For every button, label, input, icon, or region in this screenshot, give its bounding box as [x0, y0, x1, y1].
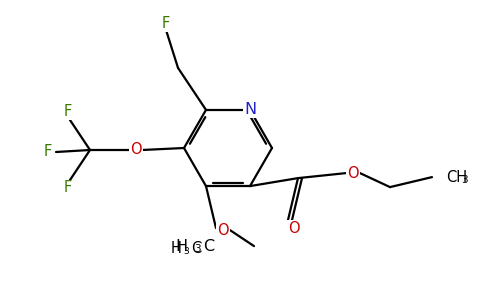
Text: F: F: [44, 145, 52, 160]
Text: 3: 3: [183, 247, 189, 256]
Text: F: F: [64, 104, 72, 119]
Text: 3: 3: [461, 175, 468, 185]
Text: C: C: [191, 241, 201, 256]
Text: F: F: [64, 181, 72, 196]
Text: H: H: [170, 241, 182, 256]
Text: C: C: [203, 238, 214, 253]
Text: CH: CH: [446, 169, 467, 184]
Text: F: F: [162, 16, 170, 32]
Text: O: O: [288, 220, 300, 236]
Text: O: O: [217, 223, 229, 238]
Text: N: N: [244, 102, 256, 117]
Text: O: O: [130, 142, 142, 158]
Text: H: H: [176, 238, 188, 253]
Text: O: O: [347, 166, 359, 181]
Text: 3: 3: [194, 244, 201, 254]
